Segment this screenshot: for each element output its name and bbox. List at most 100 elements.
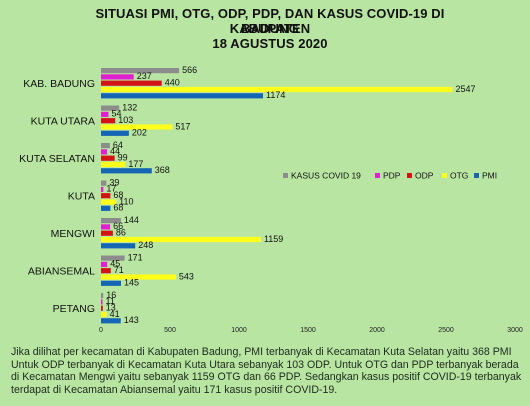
legend-swatch bbox=[375, 173, 380, 178]
bar bbox=[101, 224, 111, 230]
bar bbox=[101, 111, 109, 117]
legend-label: OTG bbox=[450, 171, 468, 181]
legend-swatch bbox=[442, 173, 447, 178]
data-label: 1159 bbox=[264, 234, 283, 244]
data-label: 202 bbox=[132, 128, 147, 138]
bar bbox=[101, 143, 110, 149]
bar bbox=[101, 230, 113, 236]
data-label: 132 bbox=[122, 102, 137, 112]
data-label: 237 bbox=[137, 71, 152, 81]
chart-title-line-2: BADUNG bbox=[241, 21, 299, 36]
bar bbox=[101, 168, 152, 174]
data-label: 86 bbox=[116, 228, 126, 238]
chart-title-line-1: SITUASI PMI, OTG, ODP, PDP, DAN KASUS CO… bbox=[95, 6, 445, 36]
bar bbox=[101, 149, 108, 155]
data-label: 440 bbox=[165, 78, 180, 88]
bar bbox=[101, 161, 126, 168]
data-label: 543 bbox=[179, 271, 194, 281]
data-label: 66 bbox=[113, 221, 123, 231]
bar bbox=[101, 68, 180, 74]
bar bbox=[101, 130, 129, 136]
data-label: 99 bbox=[118, 153, 128, 163]
x-tick-label: 1000 bbox=[231, 327, 247, 334]
category-label: ABIANSEMAL bbox=[28, 266, 95, 278]
bar bbox=[101, 86, 453, 93]
bar bbox=[101, 93, 264, 99]
bar bbox=[101, 74, 134, 80]
category-label: KUTA SELATAN bbox=[19, 153, 95, 165]
data-label: 68 bbox=[113, 190, 123, 200]
bar bbox=[101, 199, 117, 205]
chart-caption: Jika dilihat per kecamatan di Kabupaten … bbox=[11, 346, 522, 396]
category-label: MENGWI bbox=[51, 228, 95, 240]
bar bbox=[101, 311, 107, 318]
data-label: 517 bbox=[175, 121, 190, 131]
data-label: 171 bbox=[128, 252, 143, 262]
chart-title-line-3: 18 AGUSTUS 2020 bbox=[212, 36, 328, 51]
bar bbox=[101, 299, 103, 305]
bar bbox=[101, 318, 121, 324]
data-label: 39 bbox=[109, 177, 119, 187]
bar bbox=[101, 280, 122, 286]
bar bbox=[101, 205, 111, 211]
bar bbox=[101, 218, 121, 224]
x-tick-label: 500 bbox=[164, 327, 176, 334]
x-tick-label: 1500 bbox=[300, 327, 316, 334]
data-label: 110 bbox=[119, 196, 133, 206]
data-label: 16 bbox=[106, 290, 116, 300]
bar bbox=[101, 124, 173, 130]
bar bbox=[101, 155, 115, 161]
data-label: 145 bbox=[124, 278, 139, 288]
category-label: KUTA bbox=[68, 191, 95, 203]
data-label: 44 bbox=[110, 146, 120, 156]
legend-label: ODP bbox=[415, 171, 434, 181]
legend-swatch bbox=[407, 173, 412, 178]
bar bbox=[101, 268, 111, 274]
legend-label: PMI bbox=[482, 171, 497, 181]
data-label: 103 bbox=[118, 115, 133, 125]
legend-label: KASUS COVID 19 bbox=[291, 171, 361, 181]
bar bbox=[101, 243, 136, 249]
data-label: 566 bbox=[182, 65, 197, 75]
legend-label: PDP bbox=[383, 171, 401, 181]
bar bbox=[101, 105, 120, 111]
data-label: 45 bbox=[110, 259, 120, 269]
data-label: 54 bbox=[111, 109, 121, 119]
bar bbox=[101, 236, 261, 243]
data-label: 1174 bbox=[266, 90, 285, 100]
data-label: 64 bbox=[113, 140, 123, 150]
bar bbox=[101, 261, 108, 267]
x-tick-label: 0 bbox=[99, 327, 103, 334]
data-label: 143 bbox=[124, 315, 139, 325]
bar bbox=[101, 255, 125, 261]
legend-swatch bbox=[474, 173, 479, 178]
data-label: 17 bbox=[106, 184, 116, 194]
data-label: 177 bbox=[128, 159, 143, 169]
data-label: 41 bbox=[110, 309, 120, 319]
data-label: 368 bbox=[155, 165, 170, 175]
x-tick-label: 3000 bbox=[507, 327, 523, 334]
category-label: PETANG bbox=[53, 303, 95, 315]
legend-swatch bbox=[283, 173, 288, 178]
data-label: 144 bbox=[124, 215, 139, 225]
bar bbox=[101, 293, 104, 299]
data-label: 71 bbox=[114, 265, 124, 275]
bar bbox=[101, 274, 176, 280]
bar bbox=[101, 186, 104, 192]
bar bbox=[101, 80, 162, 86]
bar bbox=[101, 305, 103, 311]
data-label: 68 bbox=[113, 203, 123, 213]
x-tick-label: 2000 bbox=[369, 327, 385, 334]
data-label: 2547 bbox=[455, 84, 475, 94]
bar bbox=[101, 180, 107, 186]
data-label: 13 bbox=[106, 303, 116, 313]
category-label: KUTA UTARA bbox=[31, 116, 95, 128]
bar bbox=[101, 193, 111, 199]
data-label: 11 bbox=[106, 296, 115, 306]
data-label: 248 bbox=[138, 240, 153, 250]
category-label: KAB. BADUNG bbox=[23, 78, 95, 90]
bar bbox=[101, 118, 116, 124]
x-tick-label: 2500 bbox=[438, 327, 454, 334]
